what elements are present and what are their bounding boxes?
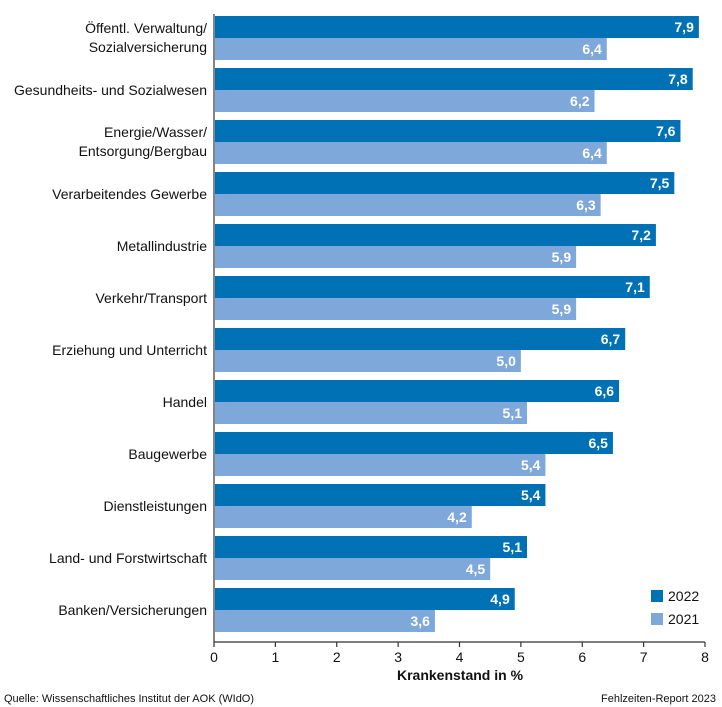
- bar-2021: [215, 610, 435, 632]
- x-tick-label: 0: [210, 649, 218, 665]
- bar-2021: [215, 38, 607, 60]
- category-label: Verarbeitendes Gewerbe: [52, 186, 207, 202]
- bar-2021: [215, 350, 521, 372]
- data-label: 6,4: [582, 145, 602, 161]
- data-label: 3,6: [410, 613, 430, 629]
- category-label: Dienstleistungen: [103, 498, 207, 514]
- data-label: 5,1: [503, 405, 523, 421]
- bar-2021: [215, 402, 528, 424]
- legend-swatch-2022: [651, 590, 663, 602]
- data-label: 7,5: [650, 175, 670, 191]
- bar-2022: [215, 432, 613, 454]
- bar-2022: [215, 68, 693, 90]
- legend-swatch-2021: [651, 613, 663, 625]
- source-note: Quelle: Wissenschaftliches Institut der …: [4, 693, 254, 705]
- bar-2022: [215, 328, 626, 350]
- x-tick-label: 5: [517, 649, 525, 665]
- category-label: Banken/Versicherungen: [58, 602, 207, 618]
- legend: 2022 2021: [651, 588, 699, 627]
- data-label: 6,6: [595, 383, 615, 399]
- category-label: Baugewerbe: [128, 446, 207, 462]
- bar-2021: [215, 558, 491, 580]
- bar-2022: [215, 224, 656, 246]
- data-label: 7,2: [631, 227, 651, 243]
- bar-2021: [215, 298, 577, 320]
- bar-2022: [215, 172, 675, 194]
- x-axis: 0 1 2 3 4 5 6 7 8: [210, 641, 709, 665]
- category-label: Energie/Wasser/: [104, 124, 207, 140]
- bar-2022: [215, 120, 681, 142]
- legend-label-2021: 2021: [668, 611, 699, 627]
- bar-2021: [215, 506, 472, 528]
- x-tick-label: 8: [701, 649, 709, 665]
- bar-2022: [215, 380, 620, 402]
- bar-2021: [215, 90, 595, 112]
- data-label: 5,9: [552, 301, 572, 317]
- category-label: Entsorgung/Bergbau: [79, 143, 207, 159]
- bar-2022: [215, 276, 650, 298]
- category-label: Metallindustrie: [117, 238, 207, 254]
- bar-2022: [215, 16, 699, 38]
- category-label: Land- und Forstwirtschaft: [49, 550, 207, 566]
- data-label: 6,7: [601, 331, 621, 347]
- data-label: 5,4: [521, 457, 541, 473]
- data-label: 7,1: [625, 279, 645, 295]
- legend-label-2022: 2022: [668, 588, 699, 604]
- data-label: 6,3: [576, 197, 596, 213]
- data-label: 7,6: [656, 123, 676, 139]
- category-label: Erziehung und Unterricht: [52, 342, 207, 358]
- category-label: Sozialversicherung: [89, 39, 207, 55]
- x-tick-label: 6: [578, 649, 586, 665]
- category-labels: Öffentl. Verwaltung/Sozialversicherung Ge…: [14, 19, 207, 618]
- bar-2021: [215, 454, 546, 476]
- data-label: 5,4: [521, 487, 541, 503]
- category-label: Handel: [163, 394, 207, 410]
- x-tick-label: 4: [456, 649, 464, 665]
- data-label: 6,4: [582, 41, 602, 57]
- bar-2021: [215, 246, 577, 268]
- data-label: 5,0: [496, 353, 516, 369]
- category-label: Gesundheits- und Sozialwesen: [14, 82, 207, 98]
- bars-group: 7,9 6,4 7,8 6,2 7,6 6,4 7,5 6,3 7,2 5,9 7,1 5,9 6,7 5…: [215, 16, 699, 632]
- bar-2021: [215, 194, 601, 216]
- x-tick-label: 3: [394, 649, 402, 665]
- bar-2021: [215, 142, 607, 164]
- data-label: 4,2: [447, 509, 467, 525]
- data-label: 7,8: [668, 71, 688, 87]
- data-label: 6,5: [588, 435, 608, 451]
- data-label: 6,2: [570, 93, 590, 109]
- bar-2022: [215, 588, 515, 610]
- bar-2022: [215, 484, 546, 506]
- data-label: 5,9: [552, 249, 572, 265]
- x-tick-label: 2: [333, 649, 341, 665]
- category-label: Verkehr/Transport: [95, 290, 207, 306]
- x-axis-title: Krankenstand in %: [397, 667, 524, 683]
- bar-2022: [215, 536, 528, 558]
- x-tick-label: 7: [640, 649, 648, 665]
- category-label: Öffentl. Verwaltung/: [85, 19, 207, 36]
- x-tick-label: 1: [271, 649, 279, 665]
- data-label: 7,9: [674, 19, 694, 35]
- data-label: 4,5: [466, 561, 486, 577]
- data-label: 5,1: [503, 539, 523, 555]
- data-label: 4,9: [490, 591, 510, 607]
- report-note: Fehlzeiten-Report 2023: [601, 693, 716, 705]
